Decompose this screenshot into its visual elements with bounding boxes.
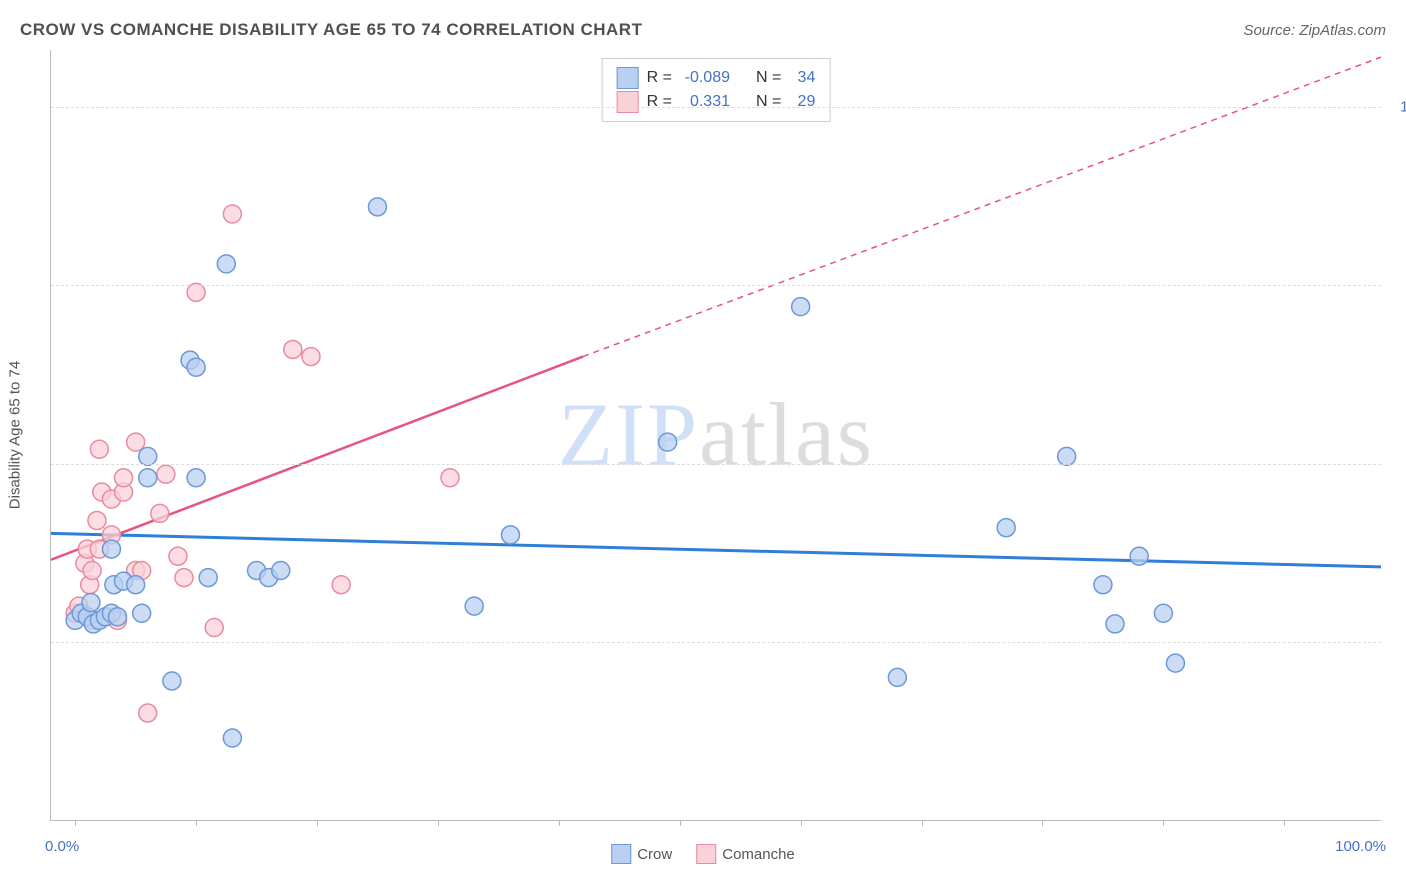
x-tick: [680, 820, 681, 826]
legend-swatch: [617, 91, 639, 113]
data-point: [139, 704, 157, 722]
y-tick-label: 75.0%: [1391, 277, 1406, 294]
chart-plot-area: Disability Age 65 to 74 ZIPatlas R =-0.0…: [50, 50, 1381, 821]
x-tick: [196, 820, 197, 826]
data-point: [133, 604, 151, 622]
data-point: [302, 348, 320, 366]
gridline: [51, 464, 1381, 465]
data-point: [205, 619, 223, 637]
data-point: [83, 561, 101, 579]
legend-r-value: 0.331: [680, 93, 730, 111]
legend-n-label: N =: [756, 93, 781, 111]
x-tick: [1042, 820, 1043, 826]
legend-item: Comanche: [696, 844, 795, 864]
data-point: [284, 340, 302, 358]
data-point: [187, 469, 205, 487]
regression-line: [51, 533, 1381, 567]
data-point: [888, 668, 906, 686]
legend-n-label: N =: [756, 69, 781, 87]
gridline: [51, 642, 1381, 643]
data-point: [90, 440, 108, 458]
x-tick: [559, 820, 560, 826]
data-point: [501, 526, 519, 544]
legend-item: Crow: [611, 844, 672, 864]
x-axis-max-label: 100.0%: [1335, 838, 1386, 855]
chart-header: CROW VS COMANCHE DISABILITY AGE 65 TO 74…: [0, 0, 1406, 50]
x-tick: [801, 820, 802, 826]
data-point: [82, 594, 100, 612]
legend-r-value: -0.089: [680, 69, 730, 87]
legend-label: Comanche: [722, 846, 795, 863]
legend-n-value: 34: [789, 69, 815, 87]
data-point: [223, 205, 241, 223]
scatter-svg: [51, 50, 1381, 820]
data-point: [115, 469, 133, 487]
data-point: [1094, 576, 1112, 594]
data-point: [139, 469, 157, 487]
x-axis-min-label: 0.0%: [45, 838, 79, 855]
data-point: [272, 561, 290, 579]
data-point: [659, 433, 677, 451]
data-point: [997, 519, 1015, 537]
data-point: [1106, 615, 1124, 633]
legend-row: R = -0.089 N = 34: [617, 67, 816, 89]
legend-row: R = 0.331 N = 29: [617, 91, 816, 113]
data-point: [187, 358, 205, 376]
x-tick: [922, 820, 923, 826]
chart-title: CROW VS COMANCHE DISABILITY AGE 65 TO 74…: [20, 20, 642, 40]
gridline: [51, 107, 1381, 108]
data-point: [169, 547, 187, 565]
legend-swatch: [696, 844, 716, 864]
data-point: [151, 504, 169, 522]
x-tick: [317, 820, 318, 826]
data-point: [199, 569, 217, 587]
data-point: [127, 576, 145, 594]
y-axis-label: Disability Age 65 to 74: [7, 361, 24, 509]
x-tick: [75, 820, 76, 826]
y-tick-label: 50.0%: [1391, 455, 1406, 472]
data-point: [102, 540, 120, 558]
data-point: [109, 608, 127, 626]
data-point: [88, 512, 106, 530]
x-tick: [1163, 820, 1164, 826]
y-tick-label: 25.0%: [1391, 633, 1406, 650]
legend-correlation: R = -0.089 N = 34 R = 0.331 N = 29: [602, 58, 831, 122]
legend-swatch: [617, 67, 639, 89]
legend-swatch: [611, 844, 631, 864]
data-point: [441, 469, 459, 487]
data-point: [157, 465, 175, 483]
data-point: [368, 198, 386, 216]
y-tick-label: 100.0%: [1391, 99, 1406, 116]
data-point: [163, 672, 181, 690]
legend-series: Crow Comanche: [611, 844, 795, 864]
x-tick: [1284, 820, 1285, 826]
data-point: [217, 255, 235, 273]
x-tick: [438, 820, 439, 826]
data-point: [127, 433, 145, 451]
data-point: [223, 729, 241, 747]
legend-n-value: 29: [789, 93, 815, 111]
legend-label: Crow: [637, 846, 672, 863]
data-point: [1166, 654, 1184, 672]
data-point: [332, 576, 350, 594]
gridline: [51, 285, 1381, 286]
data-point: [1154, 604, 1172, 622]
data-point: [175, 569, 193, 587]
legend-r-label: R =: [647, 69, 672, 87]
data-point: [1130, 547, 1148, 565]
legend-r-label: R =: [647, 93, 672, 111]
data-point: [792, 298, 810, 316]
chart-source: Source: ZipAtlas.com: [1243, 22, 1386, 39]
data-point: [465, 597, 483, 615]
